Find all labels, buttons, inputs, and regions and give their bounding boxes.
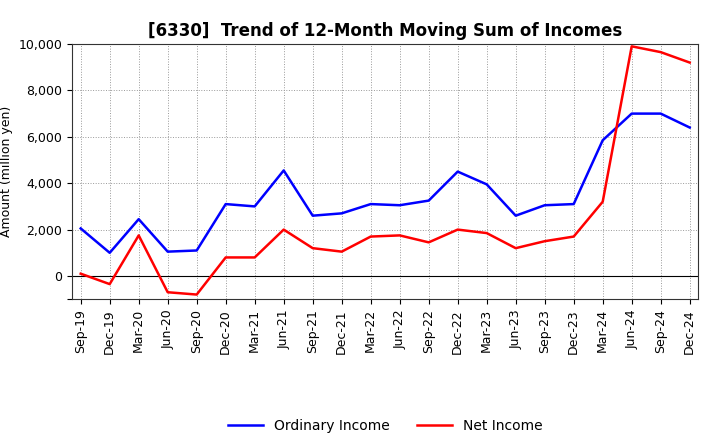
Ordinary Income [395,202,404,208]
Net Income [570,234,578,239]
Ordinary Income [135,216,143,222]
Ordinary Income [482,182,491,187]
Ordinary Income [511,213,520,218]
Ordinary Income [424,198,433,203]
Net Income [685,60,694,65]
Net Income [76,271,85,276]
Ordinary Income [308,213,317,218]
Ordinary Income [76,226,85,231]
Net Income [598,199,607,205]
Ordinary Income [338,211,346,216]
Ordinary Income [627,111,636,116]
Ordinary Income [251,204,259,209]
Net Income [395,233,404,238]
Net Income [657,49,665,55]
Ordinary Income [366,202,375,207]
Net Income [424,240,433,245]
Ordinary Income [598,138,607,143]
Net Income [482,231,491,236]
Line: Ordinary Income: Ordinary Income [81,114,690,253]
Ordinary Income [657,111,665,116]
Net Income [338,249,346,254]
Net Income [511,246,520,251]
Net Income [454,227,462,232]
Line: Net Income: Net Income [81,46,690,294]
Net Income [192,292,201,297]
Net Income [251,255,259,260]
Ordinary Income [221,202,230,207]
Ordinary Income [541,202,549,208]
Net Income [135,233,143,238]
Ordinary Income [105,250,114,256]
Ordinary Income [163,249,172,254]
Ordinary Income [454,169,462,174]
Legend: Ordinary Income, Net Income: Ordinary Income, Net Income [222,413,548,438]
Net Income [163,290,172,295]
Ordinary Income [192,248,201,253]
Net Income [366,234,375,239]
Ordinary Income [685,125,694,130]
Ordinary Income [570,202,578,207]
Net Income [221,255,230,260]
Net Income [627,44,636,49]
Title: [6330]  Trend of 12-Month Moving Sum of Incomes: [6330] Trend of 12-Month Moving Sum of I… [148,22,622,40]
Net Income [279,227,288,232]
Net Income [105,282,114,287]
Net Income [541,238,549,244]
Ordinary Income [279,168,288,173]
Y-axis label: Amount (million yen): Amount (million yen) [0,106,13,237]
Net Income [308,246,317,251]
